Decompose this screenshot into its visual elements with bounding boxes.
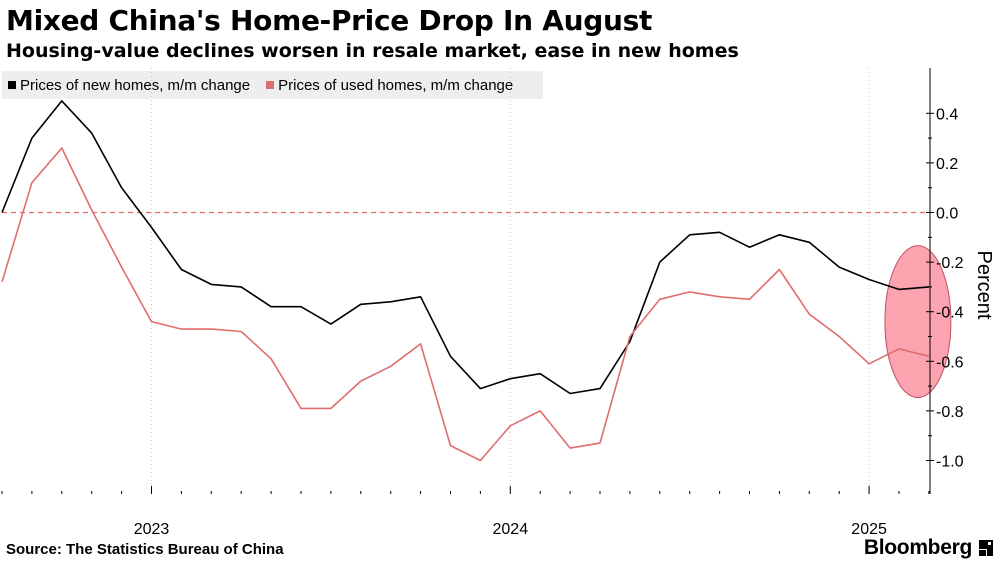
legend-label-used-homes: Prices of used homes, m/m change — [278, 76, 514, 94]
series-layer — [1, 100, 930, 462]
legend: Prices of new homes, m/m change Prices o… — [2, 71, 543, 99]
bloomberg-terminal-icon — [979, 540, 993, 556]
x-tick-label-2024: 2024 — [493, 521, 529, 538]
chart-subtitle: Housing-value declines worsen in resale … — [6, 40, 739, 62]
x-tick-label-2025: 2025 — [851, 521, 887, 538]
y-tick-label: -0.6 — [936, 354, 964, 371]
y-tick-label: 0.2 — [936, 156, 958, 173]
legend-swatch-used-homes — [266, 81, 275, 89]
series-line-new-homes — [1, 100, 929, 395]
y-tick-label: -0.4 — [936, 305, 964, 322]
brand-logo: Bloomberg — [864, 536, 994, 560]
legend-swatch-new-homes — [8, 81, 16, 89]
y-tick-label: 0.4 — [936, 106, 958, 123]
source-note: Source: The Statistics Bureau of China — [6, 541, 284, 558]
axis-layer: 0.4 0.2 0.0 -0.2 -0.4 -0.6 -0.8 -1.0 2023 2024 202… — [1, 68, 964, 538]
y-axis-title: Percent — [973, 251, 995, 320]
chart-title: Mixed China's Home-Price Drop In August — [6, 4, 653, 37]
y-tick-label: 0.0 — [936, 206, 958, 223]
highlight-ellipse — [884, 245, 952, 399]
series-line-used-homes — [1, 147, 930, 462]
legend-item-used-homes: Prices of used homes, m/m change — [266, 77, 513, 94]
y-tick-label: -0.2 — [936, 255, 964, 272]
y-tick-label: -1.0 — [936, 454, 964, 471]
y-tick-label: -0.8 — [936, 404, 964, 421]
annotation-layer — [884, 245, 952, 399]
grid-layer — [2, 68, 930, 494]
legend-label-new-homes: Prices of new homes, m/m change — [20, 76, 251, 94]
brand-name: Bloomberg — [863, 536, 972, 559]
legend-item-new-homes: Prices of new homes, m/m change — [8, 77, 250, 94]
x-tick-label-2023: 2023 — [134, 521, 170, 538]
